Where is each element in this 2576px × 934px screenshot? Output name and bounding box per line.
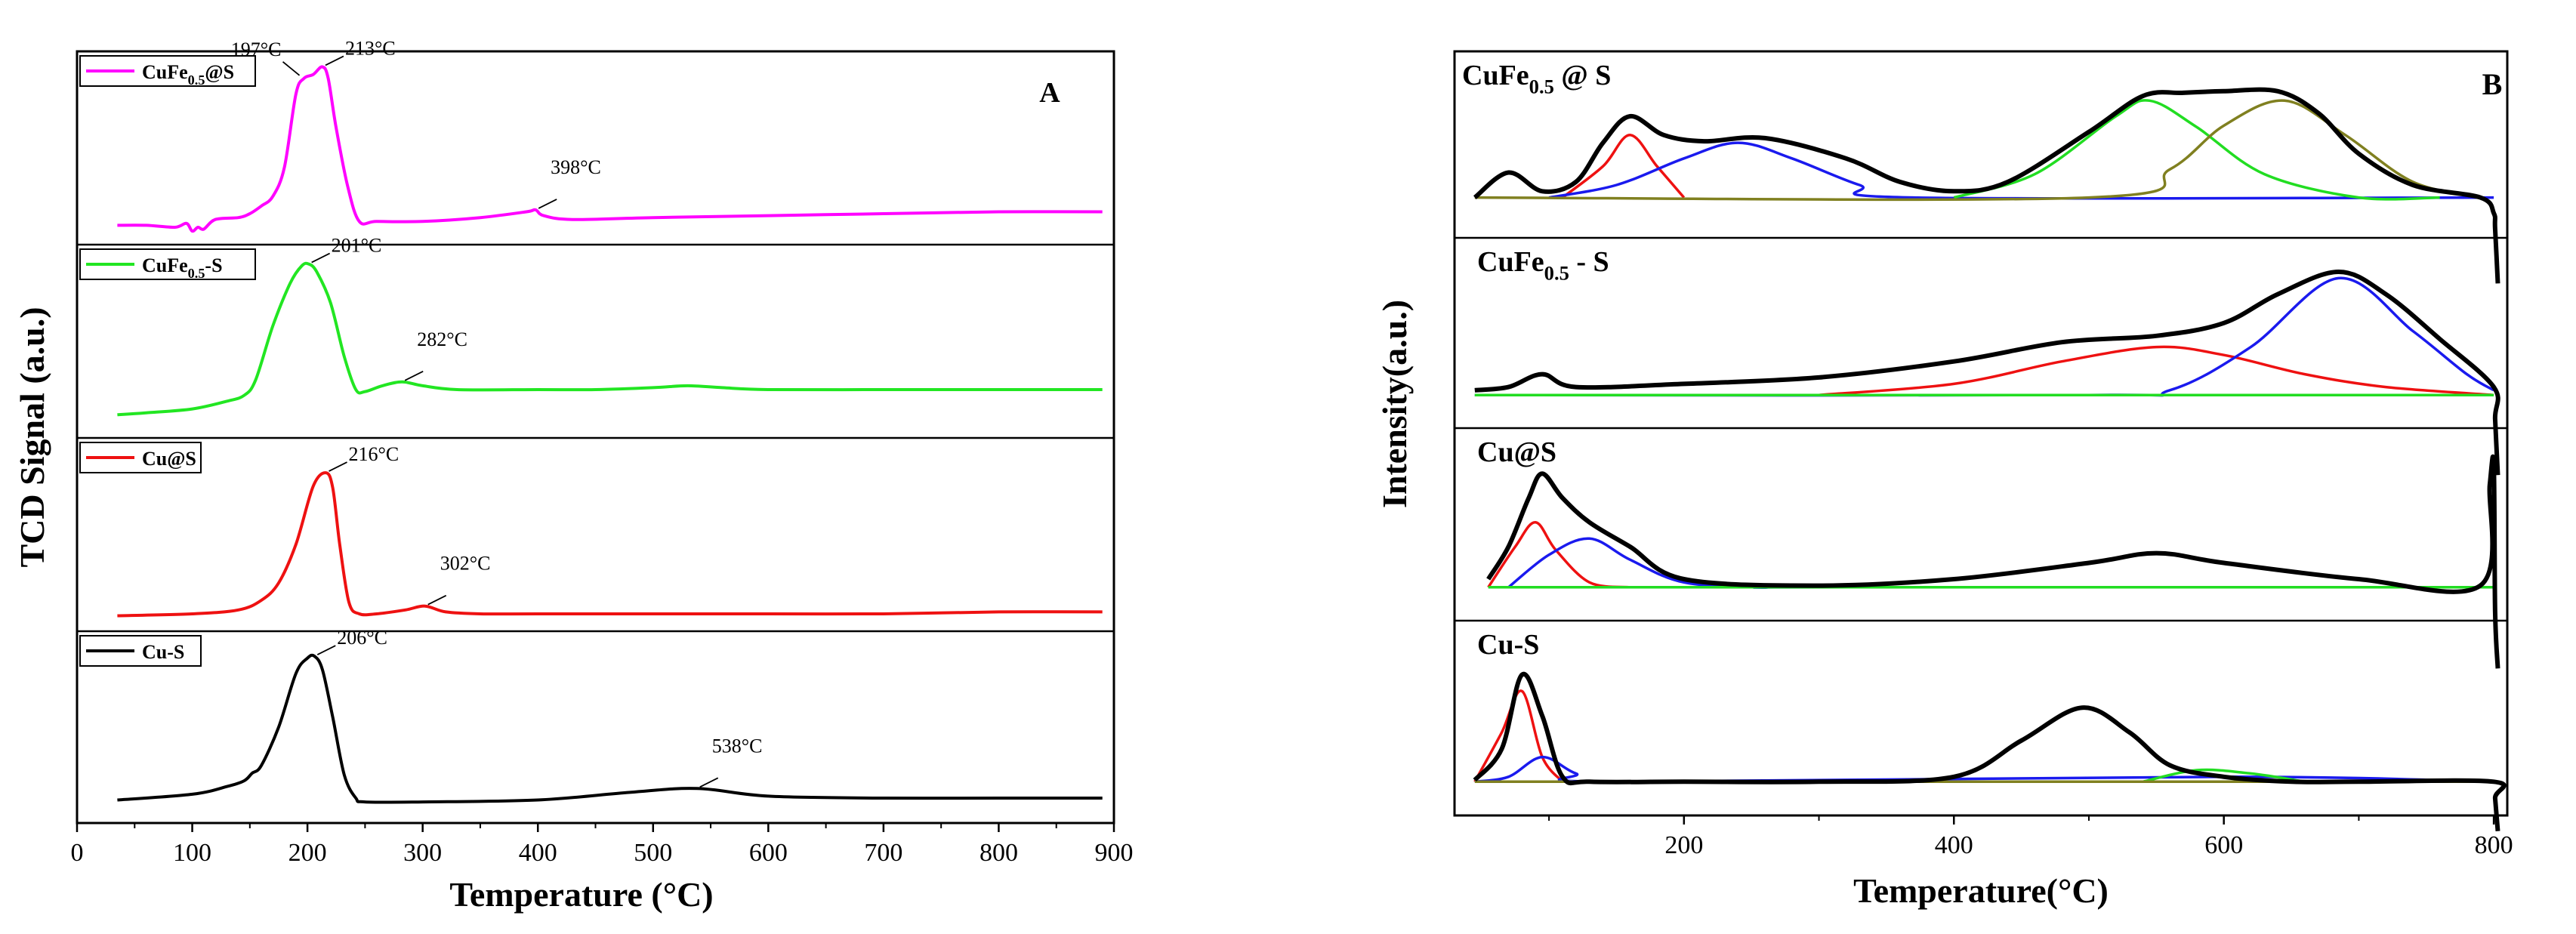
component-fit-line: [1548, 141, 2494, 200]
panel-b-label: B: [2482, 67, 2503, 101]
peak-label: 216°C: [349, 443, 400, 465]
peak-leader: [329, 461, 347, 472]
peak-label: 302°C: [440, 553, 491, 575]
panel-a-chart: CuFe0.5@S CuFe0.5-S Cu@S Cu-S 197°C 213°C 398…: [13, 37, 1134, 914]
x-tick-label: 300: [403, 839, 442, 867]
x-tick-label: 900: [1095, 839, 1134, 867]
peak-leader: [538, 199, 557, 209]
x-tick-label: 800: [2475, 831, 2513, 859]
component-fit-line: [1474, 99, 2481, 202]
component-fit-line: [1561, 134, 1686, 199]
sample-label: Cu-S: [1477, 629, 1539, 661]
peak-leader: [325, 55, 344, 66]
series-line-cufe-1: [117, 261, 1103, 417]
series-line-cu@s-2: [117, 471, 1103, 618]
x-tick-label: 400: [1935, 831, 1973, 859]
envelope-fit-line: [1473, 87, 2500, 284]
panel-a-x-axis-title: Temperature (°C): [449, 875, 713, 914]
component-fit-line: [1507, 537, 2494, 589]
legend-label: CuFe0.5@S: [142, 61, 234, 88]
peak-label: 197°C: [231, 39, 282, 60]
legend-label: Cu@S: [142, 448, 196, 470]
peak-leader: [316, 645, 336, 655]
panel-b-chart: CuFe0.5 @ S CuFe0.5 - S Cu@S Cu-S 200 400 600…: [1375, 50, 2513, 910]
envelope-fit-line: [1474, 270, 2500, 476]
panel-b-frame: [1453, 50, 2509, 817]
peak-label: 398°C: [551, 156, 601, 178]
peak-label: 201°C: [332, 235, 382, 257]
peak-label: 282°C: [417, 328, 467, 350]
x-tick-label: 600: [749, 839, 788, 867]
peak-leader: [699, 777, 719, 788]
peak-leader: [282, 61, 301, 76]
x-tick-label: 200: [1664, 831, 1703, 859]
panel-a-label: A: [1039, 77, 1060, 109]
peak-leader: [404, 370, 424, 381]
sample-label: CuFe0.5 @ S: [1462, 60, 1611, 97]
peak-leader: [311, 252, 331, 264]
x-tick-label: 100: [173, 839, 211, 867]
sample-label: CuFe0.5 - S: [1477, 246, 1609, 284]
panel-b-y-axis-title: Intensity(a.u.): [1375, 300, 1414, 508]
x-tick-label: 800: [979, 839, 1018, 867]
series-line-cu-s-3: [117, 653, 1103, 804]
x-tick-label: 700: [864, 839, 902, 867]
component-fit-line: [1819, 345, 2494, 396]
sample-label: Cu@S: [1477, 436, 1556, 468]
x-tick-label: 0: [71, 839, 84, 867]
component-fit-line: [1474, 755, 2494, 784]
legend-label: CuFe0.5-S: [142, 254, 223, 281]
panel-b-x-axis-title: Temperature(°C): [1853, 871, 2109, 910]
component-fit-line: [1953, 99, 2440, 201]
series-line-cufe-0: [117, 65, 1103, 233]
x-tick-label: 600: [2204, 831, 2243, 859]
envelope-fit-line: [1473, 671, 2507, 831]
peak-label: 206°C: [337, 627, 387, 649]
legend-label: Cu-S: [142, 641, 184, 663]
peak-leader: [427, 594, 447, 606]
component-fit-line: [2143, 768, 2306, 784]
x-tick-label: 400: [519, 839, 557, 867]
x-tick-label: 500: [634, 839, 672, 867]
component-fit-line: [1473, 689, 1564, 783]
component-fit-line: [1487, 521, 1630, 589]
peak-label: 538°C: [712, 735, 763, 757]
x-tick-label: 200: [288, 839, 327, 867]
peak-label: 213°C: [345, 37, 396, 59]
envelope-fit-line: [1486, 454, 2500, 669]
panel-a-y-axis-title: TCD Signal (a.u.): [13, 307, 51, 567]
